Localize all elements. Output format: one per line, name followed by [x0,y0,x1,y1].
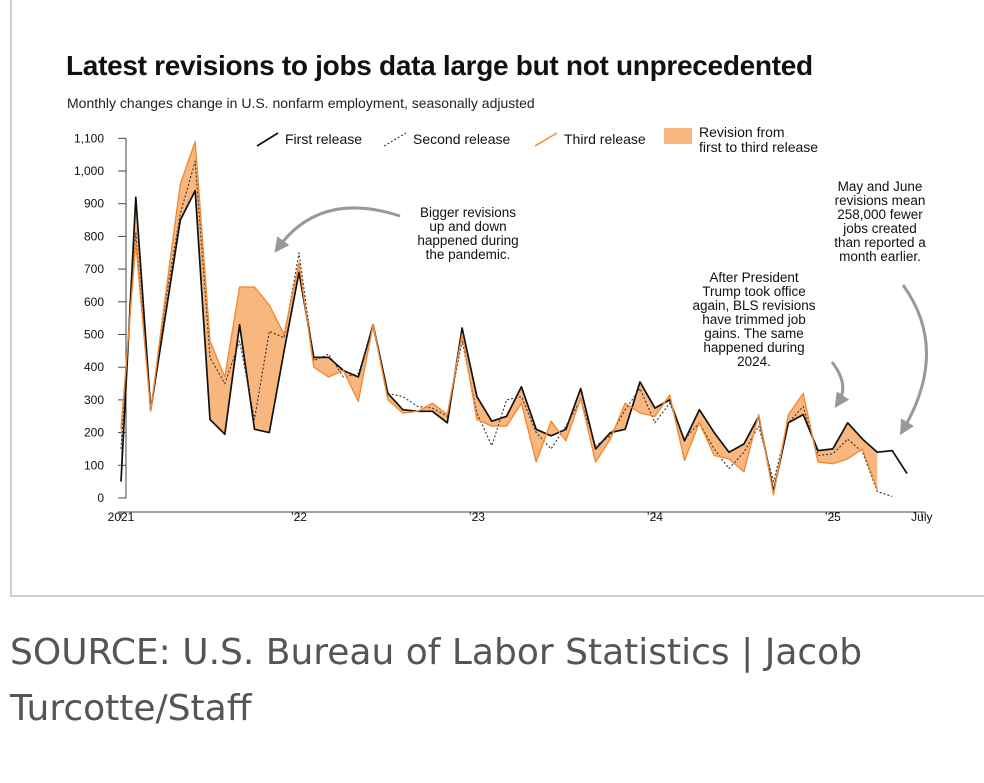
x-tick-label: July [911,510,932,524]
series-line-third-release [120,140,878,496]
y-tick-label: 200 [84,426,104,440]
y-tick-label: 400 [84,360,104,374]
y-tick-label: 600 [84,295,104,309]
arrow-pandemic [274,206,401,253]
annotation-trump: After President Trump took office again, B… [692,270,815,369]
annotation-line: jobs created [842,221,917,236]
y-tick-label: 1,000 [74,164,104,178]
annotation-line: revisions mean [835,193,926,208]
y-tick-label: 300 [84,393,104,407]
y-tick-label: 1,100 [74,131,104,145]
x-tick-label: 2021 [108,510,135,524]
y-tick-label: 100 [84,458,104,472]
annotation-line: again, BLS revisions [692,298,815,313]
annotation-pandemic: Bigger revisions up and down happened duri… [417,205,518,262]
legend-label-line: first to third release [699,139,818,155]
legend-label-line: Revision from [699,124,785,140]
source-caption: SOURCE: U.S. Bureau of Labor Statistics … [10,632,863,729]
annotation-line: May and June [838,179,923,194]
annotation-may-june: May and June revisions mean 258,000 fewer j… [834,179,926,264]
annotation-line: happened during [417,233,518,248]
chart-subtitle: Monthly changes change in U.S. nonfarm e… [67,95,535,111]
x-tick-label: ’23 [469,510,485,524]
annotation-line: gains. The same [704,326,804,341]
annotation-line: 2024. [737,354,771,369]
arrow-may-june [899,284,928,436]
annotation-line: After President [709,270,799,285]
arrow-trump [830,361,850,408]
x-tick-label: ’24 [647,510,663,524]
annotation-line: Trump took office [702,284,806,299]
y-tick-label: 900 [84,197,104,211]
y-tick-label: 700 [84,262,104,276]
chart-frame [10,0,984,597]
annotation-line: Bigger revisions [420,205,516,220]
legend-swatch-third-release [534,132,558,147]
y-tick-label: 0 [97,491,104,505]
legend-swatch-second-release [383,132,407,147]
annotation-line: up and down [429,219,506,234]
legend-swatch-revision-area [664,128,692,144]
annotation-line: month earlier. [839,249,921,264]
chart-title: Latest revisions to jobs data large but … [66,50,813,81]
legend-swatch-first-release [256,132,279,147]
legend-label-revision: Revision from first to third release [699,124,818,155]
x-tick-label: ’22 [291,510,307,524]
y-tick-label: 800 [84,229,104,243]
annotation-line: have trimmed job [702,312,806,327]
legend-label-first-release: First release [285,131,362,147]
annotation-line: the pandemic. [426,247,511,262]
legend-label-second-release: Second release [413,131,511,147]
legend-label-third-release: Third release [564,131,646,147]
x-tick-label: ’25 [825,510,841,524]
jobs-revision-chart: 0 100 200 300 400 500 600 700 800 900 1,000 1,100 20… [74,124,933,524]
y-tick-label: 500 [84,328,104,342]
annotation-line: 258,000 fewer [837,207,923,222]
annotation-line: than reported a [834,235,926,250]
annotation-line: happened during [703,340,804,355]
